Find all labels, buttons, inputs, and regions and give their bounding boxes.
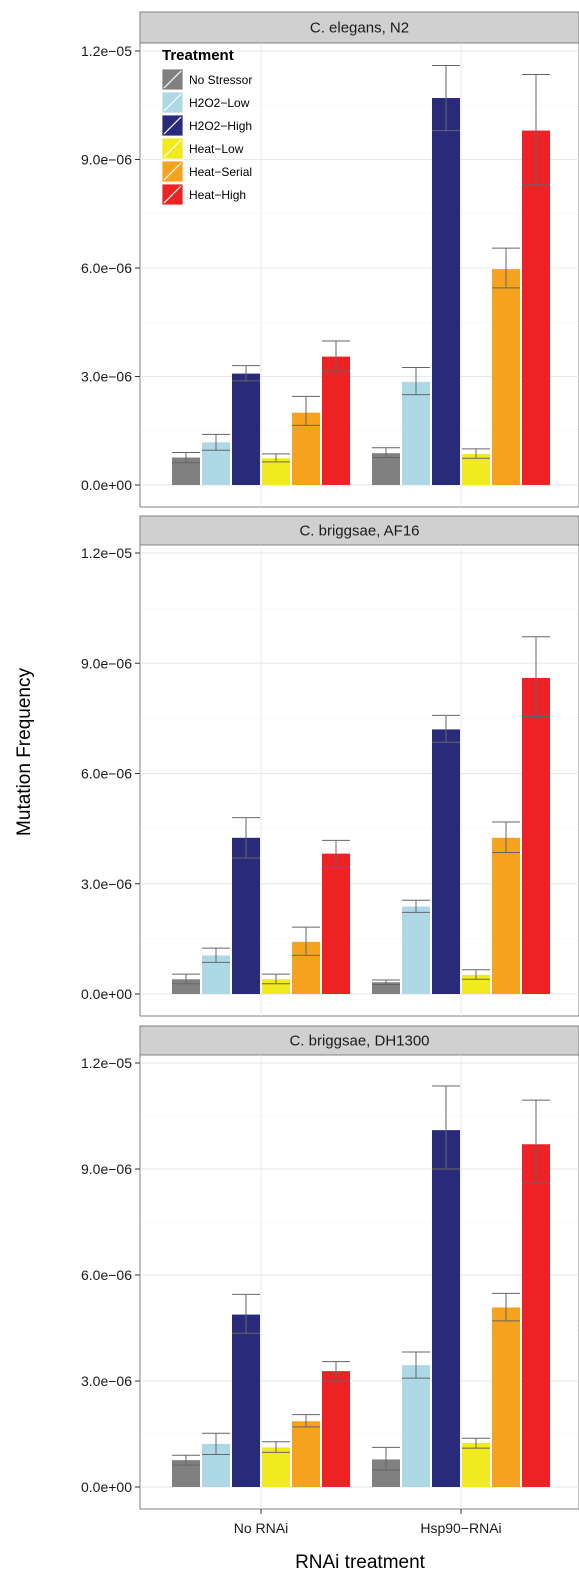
bar [402, 381, 430, 485]
bar [492, 837, 520, 994]
legend-entry-label: Heat−Serial [189, 165, 252, 179]
y-tick-label: 9.0e−06 [81, 1161, 132, 1177]
legend-key [161, 114, 184, 137]
legend-entry-label: H2O2−Low [189, 96, 250, 110]
bar [322, 853, 350, 994]
bar [232, 837, 260, 994]
y-axis-title: Mutation Frequency [14, 668, 35, 836]
y-tick-label: 6.0e−06 [81, 1267, 132, 1283]
legend-entry-label: Heat−Low [189, 142, 244, 156]
bar [262, 458, 290, 485]
bar [462, 1442, 490, 1487]
bar [372, 453, 400, 485]
bar [322, 356, 350, 485]
bar [432, 98, 460, 486]
facet-panel-1: C. elegans, N2 0.0e+00 3.0e−06 6.0e−06 9.0e−… [81, 11, 579, 508]
legend-entry-label: No Stressor [189, 73, 252, 87]
bar [292, 1421, 320, 1487]
bar [322, 1371, 350, 1487]
bar [522, 1144, 550, 1487]
x-tick-label: Hsp90−RNAi [420, 1520, 501, 1536]
bar [492, 269, 520, 485]
bar [372, 982, 400, 994]
y-tick-label: 1.2e−05 [81, 1055, 132, 1071]
facet-strip-title: C. briggsae, AF16 [299, 523, 419, 540]
bar [232, 1314, 260, 1487]
facet-strip-title: C. elegans, N2 [310, 20, 409, 37]
legend-title: Treatment [162, 47, 234, 64]
bar [262, 979, 290, 994]
legend-swatch-slash [163, 185, 182, 204]
legend-swatch-slash [163, 93, 182, 112]
facet-strip [139, 1025, 579, 1056]
facet-panel-3: C. briggsae, DH1300 0.0e+00 3.0e−06 6.0e−06… [81, 1025, 579, 1536]
y-tick-label: 3.0e−06 [81, 369, 132, 385]
facet-strip [139, 11, 579, 44]
y-tick-label: 0.0e+00 [81, 986, 132, 1002]
legend-swatch-slash [163, 116, 182, 135]
y-tick-label: 1.2e−05 [81, 545, 132, 561]
y-tick-label: 3.0e−06 [81, 876, 132, 892]
y-tick-label: 6.0e−06 [81, 260, 132, 276]
y-tick-label: 1.2e−05 [81, 43, 132, 59]
legend-key [161, 160, 184, 183]
bar [432, 1130, 460, 1487]
bar [522, 130, 550, 486]
bar [262, 1447, 290, 1487]
legend-key [161, 68, 184, 91]
x-tick-label: No RNAi [234, 1520, 288, 1536]
legend-key [161, 183, 184, 206]
facet-strip [139, 515, 579, 546]
legend-swatch-slash [163, 162, 182, 181]
y-tick-label: 9.0e−06 [81, 152, 132, 168]
y-tick-label: 0.0e+00 [81, 1479, 132, 1495]
bar [402, 906, 430, 994]
bar [432, 729, 460, 994]
y-tick-label: 9.0e−06 [81, 655, 132, 671]
bar [522, 677, 550, 994]
y-tick-label: 3.0e−06 [81, 1373, 132, 1389]
legend-key [161, 91, 184, 114]
x-axis-title: RNAi treatment [295, 1552, 426, 1572]
legend-swatch-slash [163, 139, 182, 158]
legend-entry-label: Heat−High [189, 188, 246, 202]
facet-panel-2: C. briggsae, AF16 0.0e+00 3.0e−06 6.0e−06 9.… [81, 515, 579, 1017]
bar [402, 1365, 430, 1487]
bar [232, 373, 260, 485]
y-tick-label: 6.0e−06 [81, 766, 132, 782]
y-tick-label: 0.0e+00 [81, 477, 132, 493]
legend-entry-label: H2O2−High [189, 119, 252, 133]
legend-key [161, 137, 184, 160]
legend-swatch-slash [163, 70, 182, 89]
bar [462, 453, 490, 485]
bar [172, 979, 200, 994]
facet-strip-title: C. briggsae, DH1300 [289, 1033, 429, 1050]
bar [492, 1307, 520, 1487]
legend: Treatment No Stressor H2O2−Low H2O2−High Hea… [161, 47, 252, 206]
